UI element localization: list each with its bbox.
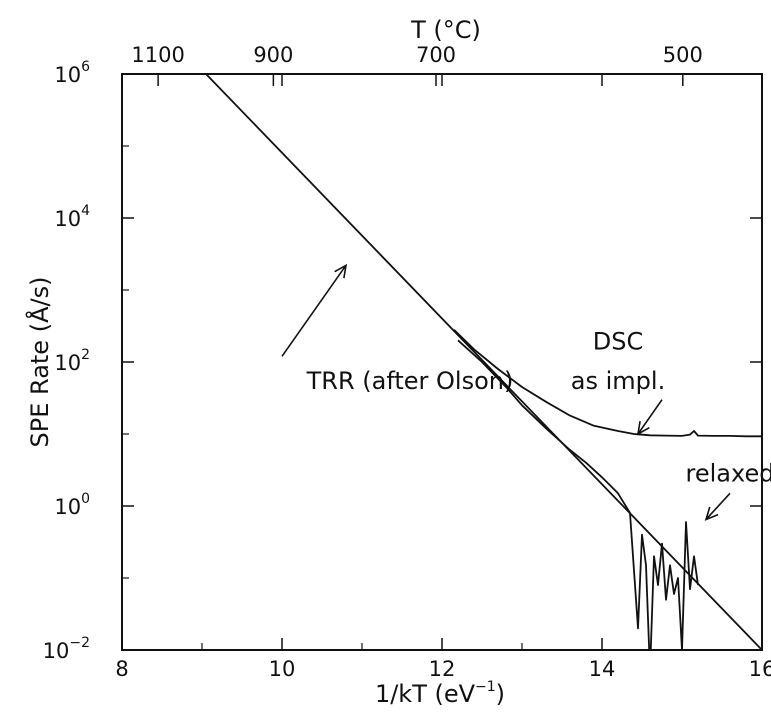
annotation-label: TRR (after Olson) bbox=[306, 367, 514, 395]
annotation-arrow-head bbox=[636, 421, 650, 436]
x-tick-label: 16 bbox=[749, 657, 771, 681]
annotation-label: relaxed bbox=[686, 459, 771, 487]
annotation-label: DSC bbox=[593, 327, 643, 355]
x-axis-title-close: ) bbox=[496, 680, 505, 708]
annotation-label: as impl. bbox=[571, 367, 665, 395]
tick-labels: 8 10 12 14 16 10−2 100 102 104 106 1100 900 700 500 TR… bbox=[43, 43, 771, 681]
annotation-arrows bbox=[281, 263, 731, 521]
annotation-arrow-shaft bbox=[705, 492, 731, 521]
plot-frame bbox=[121, 73, 763, 651]
top-temp-label: 500 bbox=[663, 43, 703, 67]
y-tick-label: 106 bbox=[54, 59, 90, 87]
annotation-arrow-head bbox=[704, 506, 719, 521]
x-tick-label: 8 bbox=[115, 657, 128, 681]
axis-ticks bbox=[121, 73, 763, 651]
series-line-dsc-as-implanted bbox=[453, 329, 762, 438]
x-axis-title-main: 1/kT (eV bbox=[375, 680, 476, 708]
y-tick-label: 100 bbox=[54, 491, 90, 519]
plot-area-border bbox=[121, 73, 763, 651]
x-tick-label: 12 bbox=[429, 657, 456, 681]
series-line-trr bbox=[205, 74, 762, 650]
y-tick-label: 102 bbox=[54, 347, 90, 375]
series-lines bbox=[205, 74, 762, 650]
annotation-arrow-head bbox=[334, 263, 348, 279]
annotation-arrow-shaft bbox=[637, 399, 663, 435]
top-temp-label: 700 bbox=[416, 43, 456, 67]
x-tick-label: 14 bbox=[589, 657, 616, 681]
y-axis-title: SPE Rate (Å/s) bbox=[25, 277, 54, 448]
top-temp-label: 900 bbox=[253, 43, 293, 67]
y-tick-label: 10−2 bbox=[43, 635, 90, 663]
top-axis-title: T (°C) bbox=[410, 16, 481, 44]
y-tick-label: 104 bbox=[54, 203, 90, 231]
x-axis-title-exponent: −1 bbox=[475, 679, 496, 695]
annotation-arrow-shaft bbox=[281, 264, 347, 357]
series-line-dsc-relaxed bbox=[457, 339, 699, 650]
x-tick-label: 10 bbox=[269, 657, 296, 681]
x-axis-title: 1/kT (eV−1) bbox=[375, 679, 505, 708]
top-temp-label: 1100 bbox=[131, 43, 184, 67]
